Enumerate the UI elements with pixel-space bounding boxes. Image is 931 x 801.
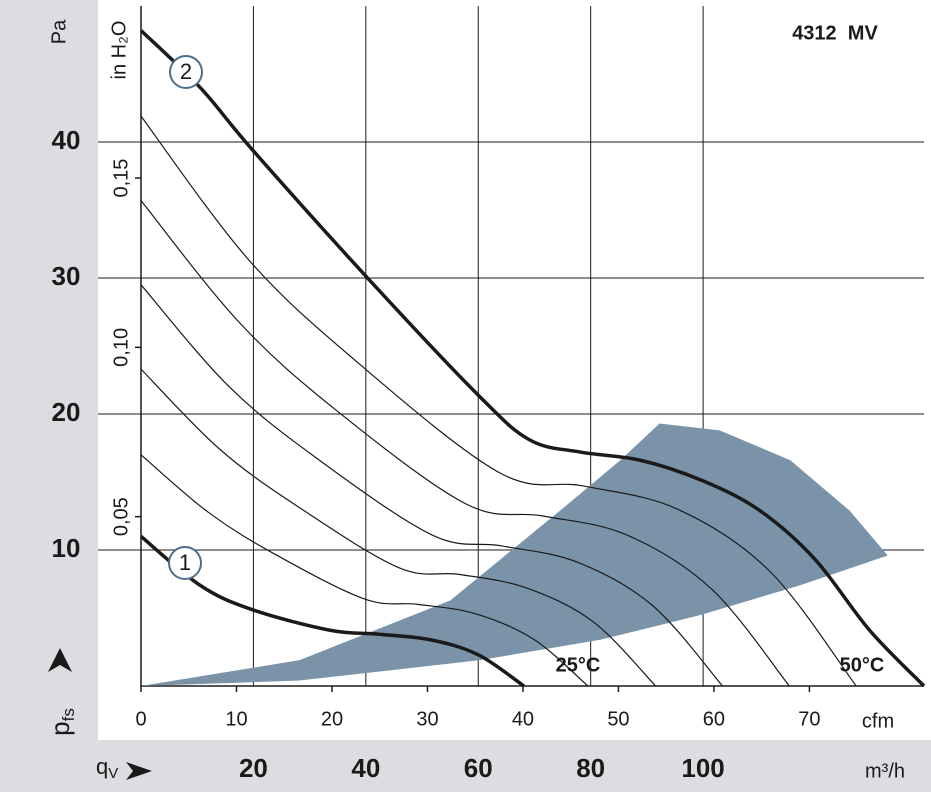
fan-curve — [140, 454, 589, 687]
legend-label: 1 — [179, 550, 191, 575]
y-arrow — [48, 648, 72, 672]
operating-range — [141, 423, 888, 686]
y2-axis-label: in H₂O — [108, 21, 130, 80]
y-symbol: pfs — [45, 708, 79, 736]
x2-tick-label: 60 — [464, 753, 493, 783]
y2-tick-label: 0,10 — [110, 328, 132, 367]
x2-tick-label: 80 — [576, 753, 605, 783]
y2-tick-label: 0,15 — [110, 159, 132, 198]
fan-curve — [139, 29, 926, 688]
y-tick-label: 10 — [52, 533, 81, 563]
x2-tick-label: 40 — [351, 753, 380, 783]
y-symbol-main: p — [45, 721, 75, 735]
fan-curve — [140, 200, 790, 687]
y-tick-label: 40 — [52, 125, 81, 155]
x-tick-label: 40 — [512, 708, 534, 730]
fan-curve — [140, 115, 857, 687]
background-layer: 10 20 30 40 20 40 60 80 100 0 10 20 30 40 50 60 70 0,05 0,… — [52, 0, 931, 783]
x-tick-label: 0 — [135, 708, 146, 730]
x-axis-label: cfm — [862, 710, 894, 732]
x-tick-label: 10 — [225, 708, 247, 730]
fan-curve — [140, 284, 723, 687]
x2-axis-label: m³/h — [865, 760, 905, 782]
bottom-band — [0, 740, 931, 792]
x2-tick-label: 100 — [681, 753, 724, 783]
x-arrow — [126, 762, 152, 780]
curve-label-circle — [168, 546, 202, 580]
x-tick-label: 50 — [607, 708, 629, 730]
y-tick-label: 30 — [52, 261, 81, 291]
left-band — [0, 0, 98, 792]
x2-tick-label: 20 — [239, 753, 268, 783]
x-symbol-main: q — [96, 754, 108, 779]
x-tick-label: 70 — [798, 708, 820, 730]
x-symbol: qV — [96, 754, 118, 782]
y-tick-label: 20 — [52, 397, 81, 427]
legend-label: 2 — [180, 59, 192, 84]
x-tick-label: 60 — [703, 708, 725, 730]
y-symbol-sub: fs — [59, 708, 78, 721]
chart-title: 4312 MV — [792, 22, 878, 44]
annotation: 50°C — [840, 654, 885, 676]
y2-tick-label: 0,05 — [110, 497, 132, 536]
fan-curve — [139, 535, 525, 688]
plot-layer: 12 — [139, 29, 926, 688]
fan-curve — [140, 368, 657, 687]
x-symbol-sub: V — [108, 765, 118, 782]
x-tick-label: 20 — [321, 708, 343, 730]
annotation: 25°C — [556, 654, 601, 676]
y-axis-label: Pa — [48, 19, 70, 44]
x-tick-label: 30 — [416, 708, 438, 730]
curve-label-circle — [169, 55, 203, 89]
